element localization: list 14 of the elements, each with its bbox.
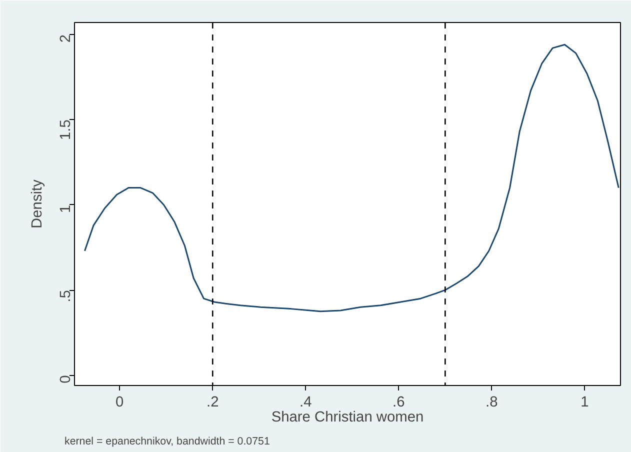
y-tick-label: .5 [58, 290, 74, 302]
text: kernel = epanechnikov, bandwidth = 0.0751 [64, 436, 270, 448]
x-tick-label: .4 [300, 394, 312, 410]
y-tick-label: 2 [58, 34, 74, 43]
y-tick-label: 1.5 [58, 120, 74, 140]
y-axis-title: Density [30, 178, 46, 228]
x-axis-title: Share Christian women [271, 410, 424, 426]
x-tick-label: 1 [580, 394, 589, 410]
x-tick-label: 0 [116, 394, 124, 410]
x-tick-label: .6 [392, 394, 405, 410]
y-tick-label: 0 [58, 375, 74, 384]
x-tick-label: .8 [486, 394, 498, 410]
y-tick-label: 1 [58, 204, 74, 214]
x-tick-label: .2 [206, 394, 219, 410]
